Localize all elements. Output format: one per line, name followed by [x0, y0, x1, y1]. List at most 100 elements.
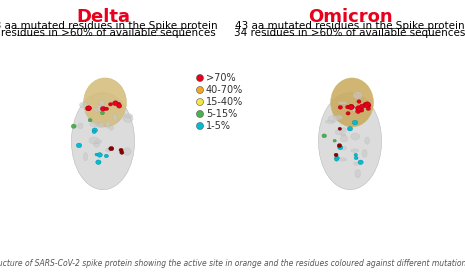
Ellipse shape	[346, 112, 350, 115]
Ellipse shape	[356, 107, 362, 112]
Ellipse shape	[197, 99, 204, 105]
Ellipse shape	[338, 101, 348, 105]
Ellipse shape	[357, 108, 361, 111]
Text: 5-15%: 5-15%	[206, 109, 237, 119]
Ellipse shape	[352, 120, 358, 125]
Text: 40-70%: 40-70%	[206, 85, 243, 95]
Ellipse shape	[348, 105, 354, 110]
Ellipse shape	[71, 124, 76, 128]
Ellipse shape	[354, 153, 358, 156]
Ellipse shape	[356, 109, 360, 113]
Ellipse shape	[331, 78, 373, 127]
Ellipse shape	[105, 107, 109, 110]
Ellipse shape	[338, 127, 342, 130]
Ellipse shape	[340, 146, 346, 150]
Text: Delta: Delta	[76, 8, 130, 26]
Ellipse shape	[123, 115, 133, 122]
Ellipse shape	[335, 158, 339, 161]
Ellipse shape	[347, 127, 352, 131]
Ellipse shape	[338, 158, 347, 161]
Ellipse shape	[359, 108, 364, 112]
Ellipse shape	[353, 162, 359, 165]
Ellipse shape	[333, 115, 343, 120]
Ellipse shape	[97, 153, 102, 157]
Ellipse shape	[340, 136, 348, 142]
Ellipse shape	[362, 149, 367, 157]
Ellipse shape	[355, 170, 360, 178]
Ellipse shape	[92, 131, 96, 134]
Ellipse shape	[100, 107, 106, 111]
Ellipse shape	[100, 112, 105, 115]
Ellipse shape	[349, 104, 354, 109]
Text: 1-5%: 1-5%	[206, 121, 231, 131]
Ellipse shape	[338, 145, 343, 150]
Ellipse shape	[119, 148, 123, 152]
Ellipse shape	[95, 153, 98, 156]
Ellipse shape	[96, 122, 105, 128]
Ellipse shape	[113, 114, 117, 121]
Ellipse shape	[104, 154, 108, 158]
Ellipse shape	[80, 102, 88, 108]
Ellipse shape	[357, 100, 361, 103]
Ellipse shape	[97, 105, 102, 112]
Ellipse shape	[364, 104, 368, 107]
Text: 34 residues in >60% of available sequences: 34 residues in >60% of available sequenc…	[234, 28, 465, 38]
Ellipse shape	[335, 130, 343, 135]
Ellipse shape	[328, 115, 338, 122]
Ellipse shape	[338, 105, 342, 109]
Ellipse shape	[319, 93, 382, 190]
Ellipse shape	[109, 103, 113, 106]
Ellipse shape	[345, 105, 350, 109]
Text: 8 residues in >60% of available sequences: 8 residues in >60% of available sequence…	[0, 28, 215, 38]
Ellipse shape	[337, 144, 342, 147]
Ellipse shape	[90, 122, 99, 127]
Ellipse shape	[92, 128, 98, 132]
Ellipse shape	[359, 104, 365, 109]
Ellipse shape	[89, 137, 99, 144]
Ellipse shape	[365, 102, 370, 107]
Ellipse shape	[113, 101, 119, 106]
Ellipse shape	[86, 106, 92, 110]
Ellipse shape	[334, 156, 339, 160]
Ellipse shape	[106, 121, 110, 128]
Ellipse shape	[366, 107, 371, 110]
Ellipse shape	[123, 148, 131, 155]
Ellipse shape	[351, 133, 359, 140]
Text: Omicron: Omicron	[308, 8, 392, 26]
Text: 15-40%: 15-40%	[206, 97, 243, 107]
Ellipse shape	[106, 148, 111, 152]
Ellipse shape	[109, 126, 113, 130]
Text: 43 aa mutated residues in the Spike protein: 43 aa mutated residues in the Spike prot…	[235, 21, 465, 31]
Text: The structure of SARS-CoV-2 spike protein showing the active site in orange and : The structure of SARS-CoV-2 spike protei…	[0, 259, 465, 268]
Ellipse shape	[197, 123, 204, 129]
Ellipse shape	[109, 147, 114, 151]
Ellipse shape	[358, 160, 363, 164]
Ellipse shape	[197, 110, 204, 118]
Ellipse shape	[197, 75, 204, 81]
Ellipse shape	[326, 120, 335, 123]
Ellipse shape	[88, 119, 92, 122]
Ellipse shape	[99, 100, 105, 106]
Ellipse shape	[363, 102, 368, 106]
Ellipse shape	[366, 103, 371, 107]
Ellipse shape	[96, 160, 101, 164]
Ellipse shape	[365, 105, 370, 108]
Ellipse shape	[117, 104, 122, 108]
Ellipse shape	[86, 106, 91, 111]
Ellipse shape	[197, 86, 204, 94]
Ellipse shape	[334, 153, 338, 156]
Ellipse shape	[124, 114, 133, 118]
Text: >70%: >70%	[206, 73, 236, 83]
Ellipse shape	[83, 153, 87, 161]
Ellipse shape	[93, 142, 100, 147]
Ellipse shape	[72, 93, 135, 190]
Ellipse shape	[78, 123, 83, 129]
Ellipse shape	[333, 139, 336, 142]
Ellipse shape	[355, 106, 361, 110]
Ellipse shape	[94, 108, 100, 112]
Ellipse shape	[340, 133, 346, 136]
Ellipse shape	[341, 128, 346, 132]
Ellipse shape	[352, 104, 357, 112]
Ellipse shape	[117, 102, 120, 105]
Ellipse shape	[84, 78, 126, 127]
